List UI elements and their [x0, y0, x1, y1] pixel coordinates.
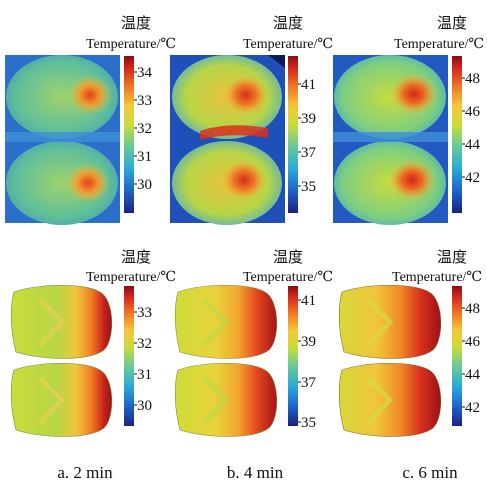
- unit-label-en: Temperature/℃: [243, 37, 333, 52]
- tick-label: 30: [137, 177, 152, 193]
- measured-thermal-image: [5, 55, 120, 225]
- tick-label: 37: [301, 375, 317, 391]
- tick-label: 31: [137, 367, 152, 383]
- tick-label: 30: [137, 398, 152, 414]
- simulated-colorbar: 41 39 37 35: [288, 286, 317, 431]
- tick-label: 35: [301, 415, 316, 431]
- tick-label: 32: [137, 121, 152, 137]
- column-b: 温度 Temperature/℃ 41 39 37 35 温度 Temperat…: [170, 15, 333, 482]
- unit-label-cn: 温度: [273, 15, 303, 32]
- measured-colorbar: 48 46 44 42: [452, 56, 481, 213]
- tick-label: 41: [301, 77, 316, 93]
- simulated-colorbar: 48 46 44 42: [452, 286, 481, 426]
- measured-thermal-image: [170, 55, 285, 225]
- unit-label-cn: 温度: [121, 15, 151, 32]
- panel-caption: c. 6 min: [402, 463, 458, 482]
- tick-label: 41: [301, 293, 316, 309]
- tick-label: 42: [465, 400, 480, 416]
- tick-label: 44: [465, 137, 481, 153]
- unit-label-en: Temperature/℃: [392, 270, 482, 285]
- tick-label: 33: [137, 305, 152, 321]
- unit-label-cn: 温度: [273, 249, 303, 266]
- tick-label: 44: [465, 367, 481, 383]
- tick-label: 39: [301, 111, 316, 127]
- measured-thermal-image: [333, 55, 448, 225]
- simulated-colorbar: 33 32 31 30: [124, 286, 152, 426]
- unit-label-en: Temperature/℃: [86, 270, 176, 285]
- unit-label-cn: 温度: [437, 15, 467, 32]
- tick-label: 48: [465, 71, 480, 87]
- unit-label-cn: 温度: [121, 249, 151, 266]
- unit-label-cn: 温度: [437, 249, 467, 266]
- simulated-model: [338, 284, 442, 437]
- unit-label-en: Temperature/℃: [243, 270, 333, 285]
- tick-label: 46: [465, 104, 481, 120]
- unit-label-en: Temperature/℃: [394, 37, 484, 52]
- tick-label: 37: [301, 145, 317, 161]
- tick-label: 34: [137, 65, 153, 81]
- tick-label: 35: [301, 179, 316, 195]
- measured-colorbar: 34 33 32 31 30: [124, 56, 153, 213]
- tick-label: 33: [137, 93, 152, 109]
- tick-label: 42: [465, 170, 480, 186]
- panel-caption: b. 4 min: [227, 463, 284, 482]
- tick-label: 32: [137, 336, 152, 352]
- simulated-model: [174, 284, 278, 437]
- unit-label-en: Temperature/℃: [86, 37, 176, 52]
- tick-label: 48: [465, 301, 480, 317]
- panel-caption: a. 2 min: [57, 463, 113, 482]
- tick-label: 31: [137, 149, 152, 165]
- column-c: 温度 Temperature/℃ 48 46 44 42 温度 Temperat…: [333, 15, 484, 482]
- tick-label: 39: [301, 334, 316, 350]
- tick-label: 46: [465, 334, 481, 350]
- simulated-model: [10, 284, 113, 437]
- column-a: 温度 Temperature/℃ 34 33 32 31 30 温度 Te: [5, 15, 176, 482]
- measured-colorbar: 41 39 37 35: [288, 56, 317, 213]
